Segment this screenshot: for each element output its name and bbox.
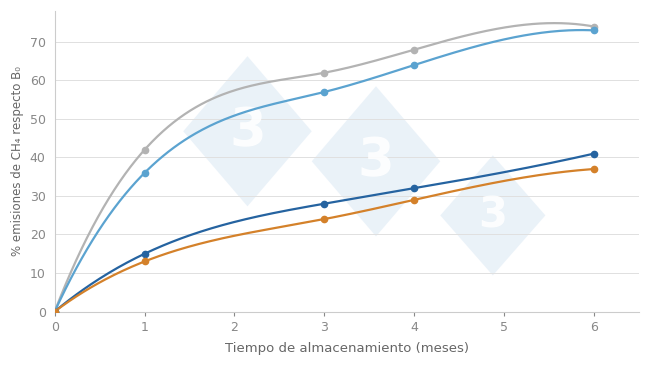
Text: 3: 3 bbox=[229, 105, 266, 157]
Text: 3: 3 bbox=[478, 194, 508, 236]
Polygon shape bbox=[440, 155, 545, 276]
Y-axis label: % emisiones de CH₄ respecto B₀: % emisiones de CH₄ respecto B₀ bbox=[11, 66, 24, 256]
Polygon shape bbox=[312, 86, 440, 236]
Text: 3: 3 bbox=[358, 135, 395, 187]
X-axis label: Tiempo de almacenamiento (meses): Tiempo de almacenamiento (meses) bbox=[225, 342, 469, 355]
Polygon shape bbox=[183, 56, 312, 206]
